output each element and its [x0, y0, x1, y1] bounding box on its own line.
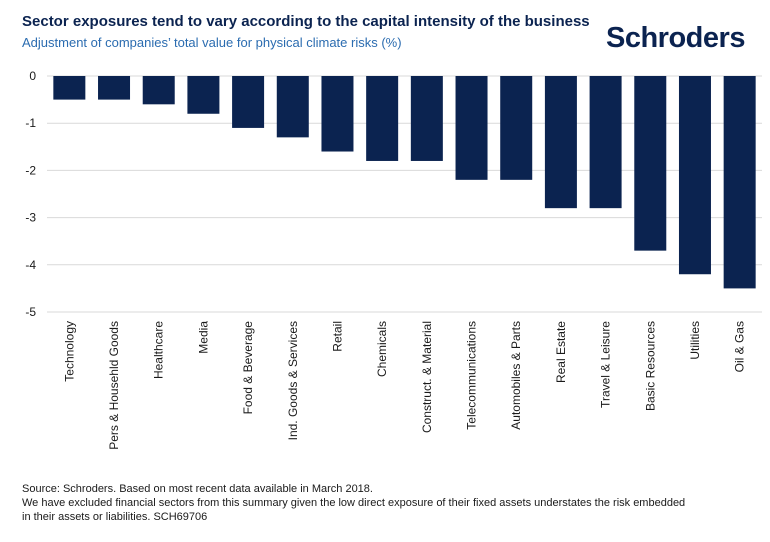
x-tick-label: Oil & Gas	[733, 321, 747, 372]
x-tick-label: Real Estate	[554, 321, 568, 383]
x-tick-label: Ind. Goods & Services	[286, 321, 300, 440]
bar	[142, 76, 175, 105]
footnote-source: Source: Schroders. Based on most recent …	[22, 483, 373, 495]
y-tick-label: -4	[25, 258, 36, 272]
x-tick-label: Retail	[330, 321, 344, 352]
bar	[366, 76, 399, 161]
x-tick-label: Automobiles & Parts	[509, 321, 523, 430]
y-tick-label: -3	[25, 211, 36, 225]
x-tick-label: Technology	[62, 321, 76, 382]
schroders-logo: Schroders	[606, 22, 745, 54]
y-tick-label: -5	[25, 305, 36, 319]
bar-chart: 0 -1 -2 -3 -4 -5 Technology Pers & Househld Go…	[25, 69, 762, 450]
y-axis-ticks: 0 -1 -2 -3 -4 -5	[25, 69, 36, 319]
bar	[232, 76, 265, 128]
bar	[678, 76, 711, 275]
bar	[455, 76, 488, 180]
x-tick-label: Construct. & Material	[420, 321, 434, 433]
x-tick-label: Food & Beverage	[241, 321, 255, 415]
bar	[723, 76, 756, 289]
bars	[53, 76, 756, 289]
x-tick-label: Utilities	[688, 321, 702, 360]
x-tick-label: Media	[196, 321, 210, 354]
bar	[500, 76, 533, 180]
x-tick-label: Telecommunications	[465, 321, 479, 430]
footnote: Source: Schroders. Based on most recent …	[22, 482, 752, 524]
x-tick-label: Pers & Househld Goods	[107, 321, 121, 450]
bar	[98, 76, 131, 100]
x-axis-labels: Technology Pers & Househld Goods Healthcar…	[62, 321, 746, 450]
x-tick-label: Travel & Leisure	[599, 321, 613, 408]
x-tick-label: Basic Resources	[643, 321, 657, 411]
chart-subtitle: Adjustment of companies’ total value for…	[22, 35, 402, 50]
y-tick-label: 0	[29, 69, 36, 83]
y-tick-label: -1	[25, 116, 36, 130]
bar	[187, 76, 220, 114]
bar	[410, 76, 443, 161]
bar	[589, 76, 622, 209]
y-tick-label: -2	[25, 163, 36, 177]
x-tick-label: Healthcare	[152, 321, 166, 379]
bar	[634, 76, 667, 251]
bar	[321, 76, 354, 152]
chart-title: Sector exposures tend to vary according …	[22, 13, 590, 30]
footnote-note: We have excluded financial sectors from …	[22, 497, 686, 509]
bar	[544, 76, 577, 209]
bar	[53, 76, 86, 100]
bar	[276, 76, 309, 138]
footnote-note-cont: in their assets or liabilities. SCH69706	[22, 511, 208, 523]
x-tick-label: Chemicals	[375, 321, 389, 377]
